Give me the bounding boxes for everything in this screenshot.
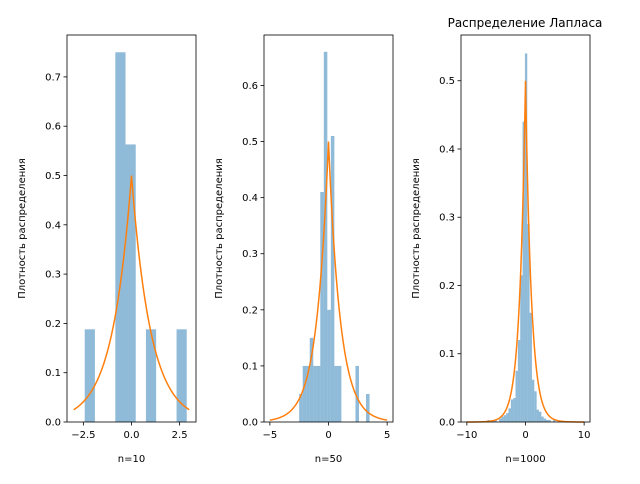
y-tick-label: 0.5	[439, 76, 455, 87]
histogram-bar	[306, 365, 310, 422]
histogram-bar	[524, 53, 528, 423]
y-tick-label: 0.4	[242, 193, 258, 204]
histogram-bar	[299, 393, 303, 422]
y-tick-label: 0.1	[45, 368, 61, 379]
laplace-pdf-curve	[269, 141, 388, 421]
histogram-bar	[538, 411, 542, 422]
y-tick-label: 0.3	[242, 249, 258, 260]
histogram-bar	[499, 418, 502, 422]
y-tick-label: 0.1	[439, 349, 455, 360]
histogram-bar	[548, 419, 551, 422]
x-tick-label: −5	[262, 430, 277, 441]
histogram-bars	[299, 51, 370, 422]
histogram-bars	[487, 53, 556, 423]
y-tick-label: 0.2	[45, 319, 61, 330]
x-tick-label: 5	[384, 430, 390, 441]
histogram-bar	[520, 275, 523, 422]
histogram-bar	[531, 379, 535, 422]
y-ticks: 0.0 0.1 0.2 0.3 0.4 0.5 0.6 0.7	[45, 72, 67, 429]
y-ticks: 0.0 0.1 0.2 0.3 0.4 0.5	[439, 76, 461, 429]
histogram-bar	[327, 309, 331, 422]
histogram-bar	[125, 144, 136, 422]
y-tick-label: 0.0	[439, 418, 455, 429]
y-tick-label: 0.2	[439, 281, 455, 292]
x-tick-label: 0	[522, 430, 528, 441]
histogram-bar	[510, 399, 514, 422]
y-tick-label: 0.0	[45, 418, 61, 429]
histogram-bar	[176, 329, 187, 422]
x-ticks: −10 0 10	[456, 422, 591, 441]
y-tick-label: 0.6	[45, 122, 61, 133]
x-ticks: −2.5 0.0 2.5	[71, 422, 188, 441]
histogram-bar	[494, 419, 497, 422]
y-tick-label: 0.3	[45, 270, 61, 281]
histogram-bar	[334, 365, 338, 422]
y-tick-label: 0.1	[242, 361, 258, 372]
laplace-pdf-curve	[73, 175, 190, 411]
histogram-bar	[543, 418, 547, 422]
y-tick-label: 0.5	[45, 171, 61, 182]
laplace-pdf-curve	[466, 80, 585, 423]
histogram-bars	[84, 52, 187, 422]
histogram-bar	[534, 391, 537, 422]
histogram-bar	[513, 398, 516, 422]
histogram-bar	[316, 365, 321, 422]
x-tick-label: 2.5	[172, 430, 188, 441]
panel-n1000: −10 0 10 0.0 0.1 0.2 0.3 0.4 0.5 n=1000 Плотнос…	[411, 16, 602, 465]
panel-n10: −2.5 0.0 2.5 0.0 0.1 0.2 0.3 0.4 0.5 0.6 0.7 n=10…	[17, 34, 197, 465]
y-tick-label: 0.2	[242, 305, 258, 316]
histogram-bar	[501, 416, 504, 422]
x-axis-label: n=1000	[505, 454, 545, 465]
y-tick-label: 0.0	[242, 418, 258, 429]
histogram-bar	[522, 121, 525, 423]
histogram-bar	[337, 365, 342, 422]
histogram-bar	[355, 365, 359, 422]
histogram-bar	[320, 192, 324, 422]
y-axis-label: Плотность распределения	[214, 158, 225, 299]
y-tick-label: 0.4	[439, 144, 455, 155]
histogram-bar	[115, 52, 126, 422]
histogram-bar	[366, 393, 370, 422]
histogram-bar	[553, 419, 556, 422]
histogram-bar	[330, 135, 335, 422]
y-tick-label: 0.3	[439, 213, 455, 224]
histogram-bar	[313, 365, 317, 422]
x-tick-label: 0	[325, 430, 331, 441]
histogram-bar	[546, 419, 549, 422]
histogram-bar	[536, 409, 539, 422]
x-tick-label: 10	[578, 430, 591, 441]
histogram-bar	[506, 413, 509, 422]
x-tick-label: 0.0	[124, 430, 140, 441]
histogram-bar	[529, 312, 532, 422]
y-axis-label: Плотность распределения	[411, 158, 422, 299]
histogram-bar	[323, 51, 328, 422]
y-axis-label: Плотность распределения	[17, 158, 28, 299]
histogram-bar	[503, 415, 507, 422]
y-tick-label: 0.4	[45, 220, 61, 231]
y-ticks: 0.0 0.1 0.2 0.3 0.4 0.5 0.6	[242, 81, 264, 429]
histogram-bar	[527, 224, 530, 422]
x-tick-label: −2.5	[71, 430, 95, 441]
histogram-bar	[309, 337, 314, 422]
histogram-bar	[508, 408, 511, 422]
y-tick-label: 0.6	[242, 81, 258, 92]
histogram-bar	[302, 365, 307, 422]
histogram-bar	[541, 416, 544, 422]
histogram-bar	[517, 340, 521, 422]
x-ticks: −5 0 5	[262, 422, 390, 441]
x-axis-label: n=10	[118, 454, 145, 465]
x-tick-label: −10	[456, 430, 477, 441]
x-axis-label: n=50	[315, 454, 342, 465]
histogram-bar	[515, 370, 518, 422]
histogram-bar	[145, 329, 157, 422]
y-tick-label: 0.7	[45, 72, 61, 83]
y-tick-label: 0.5	[242, 137, 258, 148]
chart-title: Распределение Лапласа	[448, 16, 603, 30]
histogram-bar	[84, 329, 95, 422]
panel-n50: −5 0 5 0.0 0.1 0.2 0.3 0.4 0.5 0.6 n=50 Плотност…	[214, 34, 394, 465]
